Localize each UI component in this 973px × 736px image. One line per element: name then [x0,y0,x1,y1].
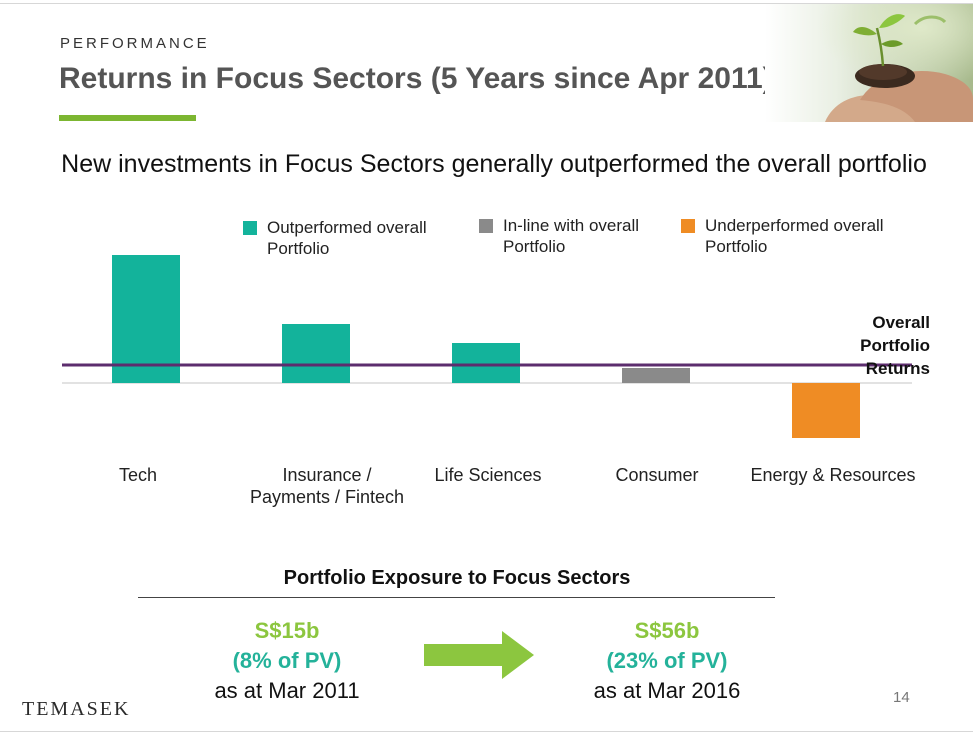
right-arrow-icon [424,631,534,679]
reference-line-label-line1: Overall Portfolio [860,313,930,355]
category-label-line: Energy & Resources [750,465,916,485]
category-label-line: Consumer [615,465,699,485]
legend-label-in-line-line2: Portfolio [503,237,566,256]
category-label-energy-resources: Energy & Resources [733,464,933,486]
exposure-before-value: S$15b [254,618,320,643]
bar-insurance-payments-fintech [282,324,350,383]
page-title: Returns in Focus Sectors (5 Years since … [59,62,773,95]
bottom-border [0,731,973,732]
legend-label-outperformed-line2: Portfolio [267,239,330,258]
exposure-title: Portfolio Exposure to Focus Sectors [283,567,631,589]
temasek-logo: TEMASEK [22,698,131,720]
legend-label-underperformed-line2: Portfolio [705,237,768,256]
top-border [0,3,973,4]
exposure-divider [138,597,775,598]
exposure-before-date: as at Mar 2011 [214,678,360,703]
title-underline [59,115,196,121]
page-number: 14 [893,689,910,706]
legend-item-outperformed: Outperformed overall Portfolio [243,217,427,259]
category-label-line: Life Sciences [434,465,542,485]
category-label-line: Insurance / [282,465,372,485]
exposure-before: S$15b (8% of PV) as at Mar 2011 [177,616,397,706]
bar-life-sciences [452,343,520,383]
legend-label-in-line: In-line with overall [503,216,640,235]
exposure-after-pct: (23% of PV) [606,648,728,673]
legend-swatch-outperformed [243,221,257,235]
category-label-consumer: Consumer [587,464,727,486]
exposure-after-date: as at Mar 2016 [593,678,741,703]
legend-item-in-line: In-line with overall Portfolio [479,215,639,257]
legend-label-outperformed: Outperformed overall [267,218,427,237]
exposure-after-value: S$56b [634,618,700,643]
legend-item-underperformed: Underperformed overall Portfolio [681,215,884,257]
section-label: PERFORMANCE [60,35,210,52]
reference-line-label-line2: Returns [865,359,930,378]
category-label-line: Payments / Fintech [249,487,405,507]
legend-label-underperformed: Underperformed overall [705,216,884,235]
exposure-before-pct: (8% of PV) [232,648,342,673]
headline: New investments in Focus Sectors general… [61,150,927,178]
category-label-tech: Tech [78,464,198,486]
category-label-life-sciences: Life Sciences [408,464,568,486]
legend-swatch-in-line [479,219,493,233]
bar-energy-resources [792,383,860,438]
category-label-line: Tech [118,465,158,485]
seedling-photo [765,4,973,122]
category-label-insurance-payments-fintech: Insurance / Payments / Fintech [227,464,427,508]
exposure-after: S$56b (23% of PV) as at Mar 2016 [557,616,777,706]
reference-line-label: Overall Portfolio Returns [800,311,930,380]
legend-swatch-underperformed [681,219,695,233]
bar-consumer [622,368,690,383]
bar-tech [112,255,180,383]
